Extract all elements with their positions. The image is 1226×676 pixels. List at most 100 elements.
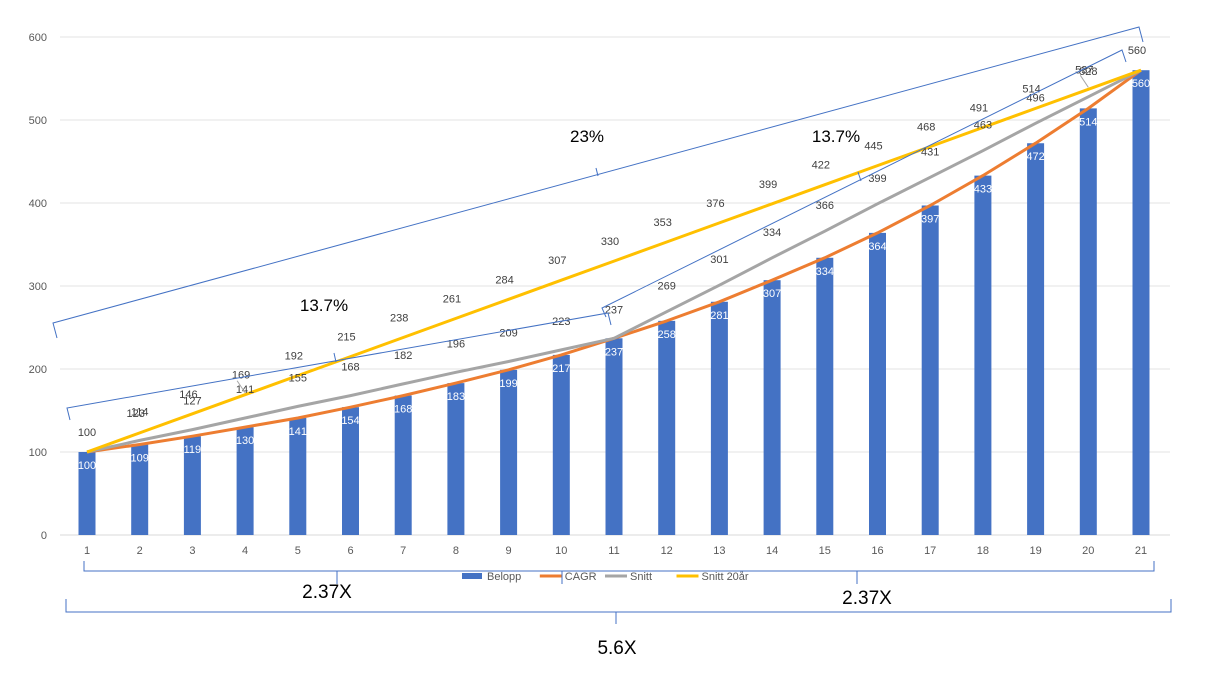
bar-data-label: 141 [289, 426, 307, 438]
bar [710, 301, 728, 535]
line-data-label: 422 [812, 160, 830, 172]
bracket-tick [595, 167, 599, 177]
bar [763, 280, 781, 535]
bar [500, 369, 518, 535]
bar [552, 354, 570, 535]
bar-data-label: 560 [1132, 78, 1150, 90]
y-tick-label: 300 [29, 281, 47, 293]
bar [1027, 143, 1045, 536]
x-tick-label: 7 [400, 545, 406, 557]
bar [131, 444, 149, 535]
x-tick-label: 21 [1135, 545, 1147, 557]
bar [605, 338, 623, 535]
bar-data-label: 472 [1026, 151, 1044, 163]
x-tick-label: 5 [295, 545, 301, 557]
annotation-label: 2.37X [842, 588, 892, 609]
line-data-label: 127 [183, 396, 201, 408]
bracket-tick [333, 352, 337, 363]
bar-data-label: 154 [341, 415, 359, 427]
line-data-label: 491 [970, 102, 988, 114]
line-data-label: 353 [654, 217, 672, 229]
bar [78, 452, 96, 535]
bar-data-label: 100 [78, 460, 96, 472]
x-tick-label: 1 [84, 545, 90, 557]
line-data-label: 284 [495, 274, 513, 286]
bracket-tick [857, 171, 862, 182]
x-tick-label: 8 [453, 545, 459, 557]
line-data-label: 334 [763, 227, 781, 239]
y-tick-label: 200 [29, 364, 47, 376]
bar-data-label: 433 [974, 184, 992, 196]
line-data-label: 330 [601, 236, 619, 248]
multiple-bracket [65, 599, 1172, 613]
y-tick-label: 100 [29, 447, 47, 459]
line-data-label: 399 [759, 179, 777, 191]
line-data-label: 168 [341, 362, 359, 374]
line-data-label: 366 [816, 200, 834, 212]
line-data-label: 123 [127, 408, 145, 420]
x-tick-label: 19 [1029, 545, 1041, 557]
x-tick-label: 17 [924, 545, 936, 557]
bar [974, 175, 992, 536]
x-tick-label: 20 [1082, 545, 1094, 557]
line-data-label: 496 [1026, 92, 1044, 104]
line-data-label: 238 [390, 312, 408, 324]
bar [816, 257, 834, 535]
series-line [86, 68, 1142, 454]
x-tick-label: 15 [819, 545, 831, 557]
line-data-label: 301 [710, 254, 728, 266]
bar [342, 407, 359, 535]
line-data-label: 528 [1079, 66, 1097, 78]
line-data-label: 141 [236, 384, 254, 396]
bar-data-label: 514 [1079, 116, 1097, 128]
legend-swatch [462, 573, 482, 579]
bar-data-label: 397 [921, 213, 939, 225]
bar-data-label: 130 [236, 435, 254, 447]
bar-data-label: 199 [499, 378, 517, 390]
bar [921, 205, 939, 536]
line-data-label: 196 [447, 338, 465, 350]
bar [394, 395, 412, 535]
bar-data-label: 258 [658, 329, 676, 341]
leader-line [236, 380, 246, 394]
legend-label: CAGR [565, 571, 597, 583]
bar [183, 436, 201, 535]
x-tick-label: 16 [871, 545, 883, 557]
annotation-label: 5.6X [597, 638, 636, 659]
annotation-label: 13.7% [812, 127, 860, 146]
line-data-label: 468 [917, 122, 935, 134]
line-data-label: 100 [78, 427, 96, 439]
bar-data-label: 217 [552, 363, 570, 375]
y-tick-label: 400 [29, 198, 47, 210]
bar-data-label: 119 [184, 444, 202, 456]
bar [1132, 70, 1150, 535]
legend-label: Belopp [487, 571, 521, 583]
line-data-label: 399 [868, 173, 886, 185]
line-data-label: 269 [658, 281, 676, 293]
bar-data-label: 281 [710, 310, 728, 322]
y-tick-label: 600 [29, 32, 47, 44]
x-tick-label: 9 [506, 545, 512, 557]
annotation-label: 13.7% [300, 296, 348, 315]
line-data-label: 192 [285, 351, 303, 363]
line-data-label: 223 [552, 316, 570, 328]
x-tick-label: 18 [977, 545, 989, 557]
x-tick-label: 11 [608, 545, 619, 557]
line-data-label: 463 [974, 120, 992, 132]
x-tick-label: 12 [661, 545, 673, 557]
rate-bracket [52, 26, 1144, 339]
line-data-label: 182 [394, 350, 412, 362]
line-data-label: 376 [706, 198, 724, 210]
line-data-label: 307 [548, 255, 566, 267]
x-tick-label: 4 [242, 545, 248, 557]
line-data-label: 261 [443, 293, 461, 305]
line-data-label: 215 [337, 332, 355, 344]
x-tick-label: 2 [137, 545, 143, 557]
annotation-label: 23% [570, 127, 604, 146]
y-tick-label: 500 [29, 115, 47, 127]
bar-data-label: 307 [763, 288, 781, 300]
bar-data-label: 109 [131, 453, 149, 465]
bar-data-label: 183 [447, 391, 465, 403]
legend-label: Snitt 20år [702, 571, 749, 583]
